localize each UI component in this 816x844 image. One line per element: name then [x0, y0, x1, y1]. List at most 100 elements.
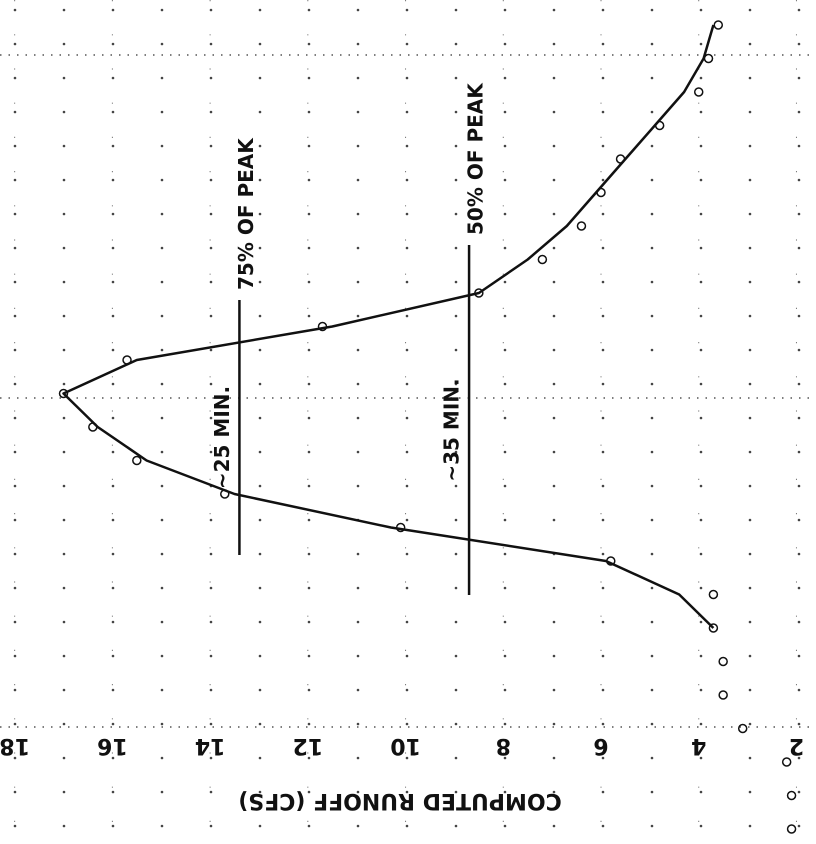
grid-dot	[112, 213, 115, 216]
grid-dot	[455, 519, 458, 522]
grid-dot	[651, 451, 654, 454]
grid-dot	[112, 43, 115, 46]
grid-dot	[700, 655, 703, 658]
grid-dot	[602, 519, 605, 522]
grid-dot	[700, 621, 703, 624]
grid-dot	[112, 825, 115, 828]
grid-dot	[700, 791, 703, 794]
grid-dot	[14, 349, 17, 352]
grid-dot	[259, 145, 262, 148]
y-tick-label: 10	[390, 733, 421, 758]
grid-dot	[210, 281, 213, 284]
grid-dot	[749, 723, 752, 726]
y-tick-label: 2	[789, 733, 804, 758]
grid-dot	[798, 315, 801, 318]
grid-dot	[161, 791, 164, 794]
grid-dot	[602, 417, 605, 420]
grid-dot	[259, 791, 262, 794]
grid-dot	[455, 621, 458, 624]
grid-dot	[798, 485, 801, 488]
grid-dot	[602, 621, 605, 624]
grid-dot	[553, 655, 556, 658]
grid-dot	[63, 281, 66, 284]
grid-dot	[210, 791, 213, 794]
grid-dot	[161, 111, 164, 114]
grid-dot	[651, 77, 654, 80]
grid-dot	[14, 417, 17, 420]
grid-dot	[504, 213, 507, 216]
grid-dot	[308, 587, 311, 590]
grid-dot	[259, 179, 262, 182]
grid-dot	[504, 825, 507, 828]
grid-dot	[798, 825, 801, 828]
grid-dot	[749, 587, 752, 590]
y-tick-label: 16	[97, 733, 128, 758]
grid-dot	[798, 553, 801, 556]
grid-dot	[749, 791, 752, 794]
grid-dot	[259, 655, 262, 658]
data-point	[783, 758, 791, 766]
grid-dot	[798, 417, 801, 420]
grid-dot	[553, 383, 556, 386]
grid-dot	[553, 791, 556, 794]
grid-dot	[357, 621, 360, 624]
duration-label: ~35 MIN.	[440, 378, 464, 481]
data-point	[709, 591, 717, 599]
grid-dot	[504, 723, 507, 726]
grid-dot	[651, 553, 654, 556]
grid-dot	[14, 451, 17, 454]
grid-dot	[602, 9, 605, 12]
grid-dot	[63, 621, 66, 624]
grid-dot	[798, 383, 801, 386]
grid-dot	[63, 383, 66, 386]
grid-dot	[700, 349, 703, 352]
grid-dot	[357, 791, 360, 794]
grid-dot	[553, 43, 556, 46]
grid-dot	[357, 213, 360, 216]
data-point	[719, 691, 727, 699]
y-tick-label: 12	[293, 733, 324, 758]
grid-dot	[651, 111, 654, 114]
grid-dot	[553, 315, 556, 318]
grid-dot	[308, 179, 311, 182]
grid-dot	[161, 179, 164, 182]
grid-dot	[602, 145, 605, 148]
grid-dot	[357, 689, 360, 692]
grid-dot	[602, 451, 605, 454]
grid-dot	[357, 825, 360, 828]
grid-dot	[357, 179, 360, 182]
grid-dot	[308, 655, 311, 658]
grid-dot	[112, 77, 115, 80]
y-tick-label: 4	[691, 733, 706, 758]
grid-dot	[308, 791, 311, 794]
grid-dot	[357, 451, 360, 454]
grid-dot	[749, 77, 752, 80]
grid-dot	[553, 519, 556, 522]
grid-dot	[602, 655, 605, 658]
grid-dot	[259, 9, 262, 12]
grid-dot	[700, 281, 703, 284]
grid-dot	[504, 621, 507, 624]
grid-dot	[161, 213, 164, 216]
grid-dot	[651, 757, 654, 760]
grid-dot	[161, 247, 164, 250]
grid-dot	[504, 111, 507, 114]
grid-dot	[161, 655, 164, 658]
grid-dot	[700, 9, 703, 12]
grid-dot	[357, 723, 360, 726]
grid-dot	[63, 43, 66, 46]
grid-dot	[210, 349, 213, 352]
grid-dot	[455, 9, 458, 12]
grid-dot	[406, 43, 409, 46]
grid-dot	[112, 689, 115, 692]
grid-dot	[553, 451, 556, 454]
grid-dot	[455, 281, 458, 284]
grid-dot	[504, 485, 507, 488]
grid-dot	[455, 145, 458, 148]
grid-dot	[455, 791, 458, 794]
grid-dot	[112, 247, 115, 250]
grid-dot	[504, 43, 507, 46]
grid-dot	[749, 145, 752, 148]
grid-dot	[553, 349, 556, 352]
grid-dot	[798, 281, 801, 284]
